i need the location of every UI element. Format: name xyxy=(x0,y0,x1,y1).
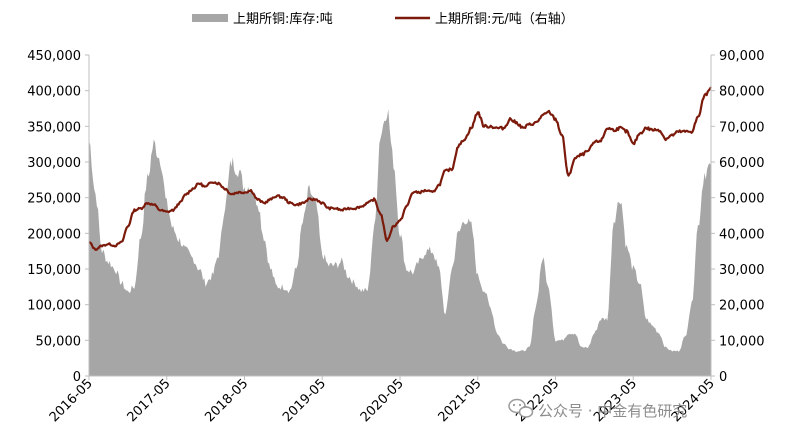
right-tick-label: 50,000 xyxy=(719,192,765,207)
x-tick-label: 2016-05 xyxy=(47,376,96,425)
right-tick-label: 90,000 xyxy=(719,49,765,64)
price-line xyxy=(88,86,712,251)
right-tick-label: 0 xyxy=(719,370,727,385)
left-tick-label: 0 xyxy=(73,370,81,385)
legend: 上期所铜:库存:吨 上期所铜:元/吨（右轴） xyxy=(192,11,574,27)
left-tick-label: 150,000 xyxy=(27,263,81,278)
left-tick-label: 350,000 xyxy=(27,120,81,135)
legend-inventory-label: 上期所铜:库存:吨 xyxy=(233,11,333,27)
x-tick-label: 2018-05 xyxy=(202,376,251,425)
right-tick-label: 30,000 xyxy=(719,263,765,278)
left-tick-label: 250,000 xyxy=(27,192,81,207)
left-tick-label: 450,000 xyxy=(27,49,81,64)
x-tick-label: 2020-05 xyxy=(358,376,407,425)
x-tick-label: 2017-05 xyxy=(125,376,174,425)
right-tick-label: 40,000 xyxy=(719,227,765,242)
left-axis-ticks: 0 50,000 100,000 150,000 200,000 250,000 300,0… xyxy=(27,49,89,385)
left-tick-label: 400,000 xyxy=(27,85,81,100)
legend-price-label: 上期所铜:元/吨（右轴） xyxy=(435,12,574,27)
right-tick-label: 60,000 xyxy=(719,156,765,171)
right-tick-label: 20,000 xyxy=(719,299,765,314)
left-tick-label: 100,000 xyxy=(27,299,81,314)
right-tick-label: 80,000 xyxy=(719,85,765,100)
inventory-area xyxy=(89,109,711,376)
left-tick-label: 200,000 xyxy=(27,227,81,242)
plot-area xyxy=(88,86,712,376)
x-tick-label: 2021-05 xyxy=(436,376,485,425)
watermark: 公众号 · 中金有色研究 xyxy=(508,398,687,420)
right-tick-label: 70,000 xyxy=(719,120,765,135)
right-axis-ticks: 0 10,000 20,000 30,000 40,000 50,000 60,000 70,… xyxy=(711,49,765,385)
wechat-icon xyxy=(508,398,534,418)
left-tick-label: 50,000 xyxy=(36,334,82,349)
watermark-text: 公众号 · 中金有色研究 xyxy=(538,402,687,420)
right-tick-label: 10,000 xyxy=(719,334,765,349)
left-tick-label: 300,000 xyxy=(27,156,81,171)
x-tick-label: 2019-05 xyxy=(280,376,329,425)
